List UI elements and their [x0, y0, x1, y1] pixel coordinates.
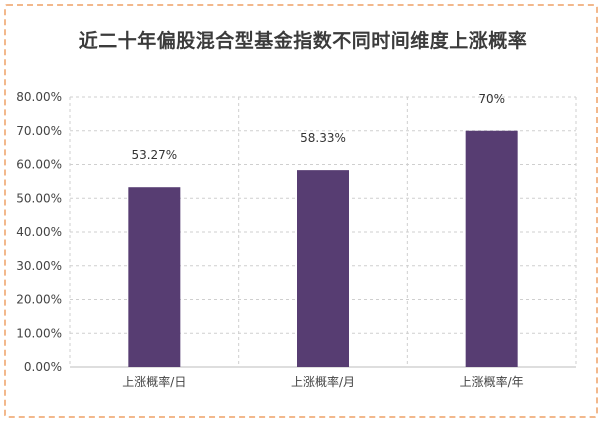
- data-label: 53.27%: [131, 148, 177, 162]
- y-tick-label: 50.00%: [16, 191, 62, 205]
- y-tick-label: 70.00%: [16, 124, 62, 138]
- bar: [465, 130, 518, 367]
- bar: [128, 187, 181, 367]
- y-tick-label: 0.00%: [24, 360, 62, 374]
- chart-title: 近二十年偏股混合型基金指数不同时间维度上涨概率: [78, 30, 528, 52]
- y-tick-label: 80.00%: [16, 90, 62, 104]
- x-tick-label: 上涨概率/月: [291, 374, 355, 389]
- bar: [297, 170, 349, 367]
- y-tick-label: 60.00%: [16, 158, 62, 172]
- y-tick-label: 30.00%: [16, 259, 62, 273]
- data-label: 70%: [478, 92, 505, 106]
- data-label: 58.33%: [300, 131, 346, 145]
- x-tick-label: 上涨概率/年: [460, 374, 524, 389]
- y-tick-label: 20.00%: [16, 293, 62, 307]
- y-tick-label: 40.00%: [16, 225, 62, 239]
- y-tick-label: 10.00%: [16, 326, 62, 340]
- x-tick-label: 上涨概率/日: [122, 374, 186, 389]
